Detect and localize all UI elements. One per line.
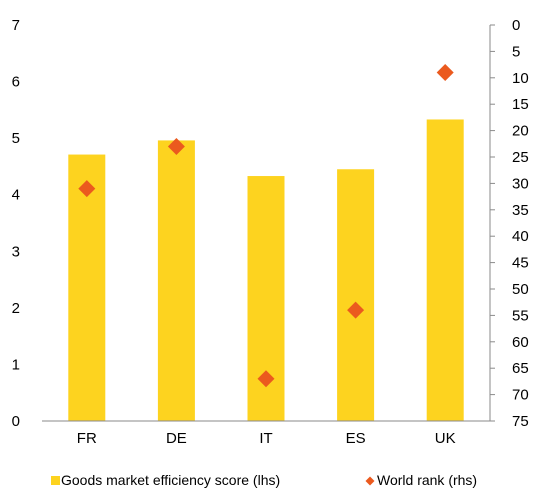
- right-axis-ticks: 0 5 10 15 20 25 30 35 40 45 50 55 60 65 70 75: [490, 17, 529, 430]
- x-tick-label: UK: [435, 430, 456, 447]
- left-tick-label: 7: [12, 17, 20, 34]
- right-tick-label: 35: [512, 202, 529, 219]
- right-tick-label: 65: [512, 360, 529, 377]
- right-tick-label: 5: [512, 43, 520, 60]
- x-tick-label: FR: [77, 430, 97, 447]
- right-tick-label: 75: [512, 413, 529, 430]
- right-tick-label: 45: [512, 255, 529, 272]
- right-tick-label: 10: [512, 70, 529, 87]
- left-tick-label: 6: [12, 74, 20, 91]
- left-tick-label: 5: [12, 130, 20, 147]
- right-tick-label: 60: [512, 334, 529, 351]
- left-tick-label: 2: [12, 300, 20, 317]
- x-tick-label: ES: [346, 430, 366, 447]
- right-tick-label: 25: [512, 149, 529, 166]
- bar-fr: [68, 154, 106, 421]
- legend: Goods market efficiency score (lhs) Worl…: [51, 472, 477, 488]
- legend-swatch-bar: [51, 476, 60, 485]
- rank-marker-fr: [78, 180, 96, 198]
- right-tick-label: 15: [512, 96, 529, 113]
- bars-group: [68, 119, 464, 422]
- right-tick-label: 30: [512, 175, 529, 192]
- x-axis-ticks: FR DE IT ES UK: [77, 430, 456, 447]
- left-tick-label: 0: [12, 413, 20, 430]
- rank-marker-de: [167, 137, 185, 155]
- right-tick-label: 0: [512, 17, 520, 34]
- rank-marker-it: [257, 370, 275, 388]
- rank-marker-es: [347, 301, 365, 319]
- legend-label-bar: Goods market efficiency score (lhs): [61, 472, 280, 488]
- right-tick-label: 20: [512, 123, 529, 140]
- markers-group: [78, 64, 454, 388]
- left-axis-ticks: 0 1 2 3 4 5 6 7: [12, 17, 20, 430]
- bar-de: [157, 140, 195, 422]
- legend-swatch-diamond: [365, 476, 375, 486]
- axes-group: [42, 25, 491, 422]
- left-tick-label: 4: [12, 187, 20, 204]
- bar-es: [337, 169, 375, 421]
- right-tick-label: 55: [512, 307, 529, 324]
- bar-uk: [426, 119, 464, 421]
- x-tick-label: DE: [166, 430, 187, 447]
- right-tick-label: 50: [512, 281, 529, 298]
- left-tick-label: 3: [12, 243, 20, 260]
- rank-marker-uk: [436, 64, 454, 82]
- right-tick-label: 40: [512, 228, 529, 245]
- legend-label-diamond: World rank (rhs): [377, 472, 477, 488]
- left-tick-label: 1: [12, 356, 20, 373]
- right-tick-label: 70: [512, 387, 529, 404]
- x-tick-label: IT: [259, 430, 272, 447]
